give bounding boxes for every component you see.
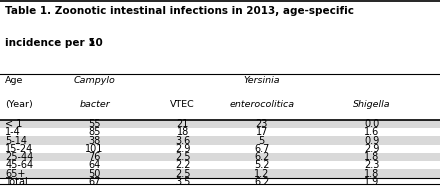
Text: 5.2: 5.2: [254, 160, 270, 170]
Text: 65+: 65+: [5, 169, 26, 179]
Text: incidence per 10: incidence per 10: [5, 38, 103, 48]
Text: 6.7: 6.7: [254, 144, 269, 154]
Text: Yersinia: Yersinia: [243, 76, 280, 85]
Text: 101: 101: [85, 144, 104, 154]
Text: enterocolitica: enterocolitica: [229, 100, 294, 109]
Text: 1-4: 1-4: [5, 127, 21, 137]
Text: 5: 5: [88, 38, 94, 47]
Text: 5-14: 5-14: [5, 136, 27, 146]
Text: 2.2: 2.2: [175, 160, 191, 170]
Text: 17: 17: [256, 127, 268, 137]
Text: 38: 38: [88, 136, 101, 146]
Text: bacter: bacter: [79, 100, 110, 109]
Text: 0.9: 0.9: [364, 136, 379, 146]
Text: 2.5: 2.5: [175, 169, 191, 179]
Text: 1.8: 1.8: [364, 169, 379, 179]
Text: Shigella: Shigella: [353, 100, 391, 109]
Text: 85: 85: [88, 127, 101, 137]
Text: 76: 76: [88, 152, 101, 162]
Text: 18: 18: [176, 127, 189, 137]
Bar: [0, 120, 440, 128]
Text: 2.5: 2.5: [175, 152, 191, 162]
Text: 55: 55: [88, 119, 101, 129]
Text: 5: 5: [259, 136, 265, 146]
Bar: [0, 169, 440, 178]
Text: 21: 21: [176, 119, 189, 129]
Text: VTEC: VTEC: [170, 100, 195, 109]
Text: 2.9: 2.9: [364, 144, 379, 154]
Text: Total: Total: [5, 177, 28, 186]
Text: 45-64: 45-64: [5, 160, 33, 170]
Text: 64: 64: [88, 160, 101, 170]
Text: 1.6: 1.6: [364, 127, 379, 137]
Bar: [0, 153, 440, 161]
Text: 50: 50: [88, 169, 101, 179]
Text: 1.9: 1.9: [364, 177, 379, 186]
Text: 67: 67: [88, 177, 101, 186]
Text: < 1: < 1: [5, 119, 22, 129]
Text: Age: Age: [5, 76, 24, 85]
Text: 3.5: 3.5: [175, 177, 190, 186]
Text: (Year): (Year): [5, 100, 33, 109]
Bar: [0, 137, 440, 145]
Text: 6.2: 6.2: [254, 177, 269, 186]
Text: Table 1. Zoonotic intestinal infections in 2013, age-specific: Table 1. Zoonotic intestinal infections …: [5, 6, 354, 16]
Text: 15-24: 15-24: [5, 144, 33, 154]
Text: 6.2: 6.2: [254, 152, 269, 162]
Text: Campylo: Campylo: [73, 76, 116, 85]
Text: 1.8: 1.8: [364, 152, 379, 162]
Text: 0.0: 0.0: [364, 119, 379, 129]
Text: 1.2: 1.2: [254, 169, 269, 179]
Text: 2.9: 2.9: [175, 144, 190, 154]
Text: 23: 23: [256, 119, 268, 129]
Text: 25-44: 25-44: [5, 152, 33, 162]
Text: 3.6: 3.6: [175, 136, 190, 146]
Text: 2.3: 2.3: [364, 160, 379, 170]
